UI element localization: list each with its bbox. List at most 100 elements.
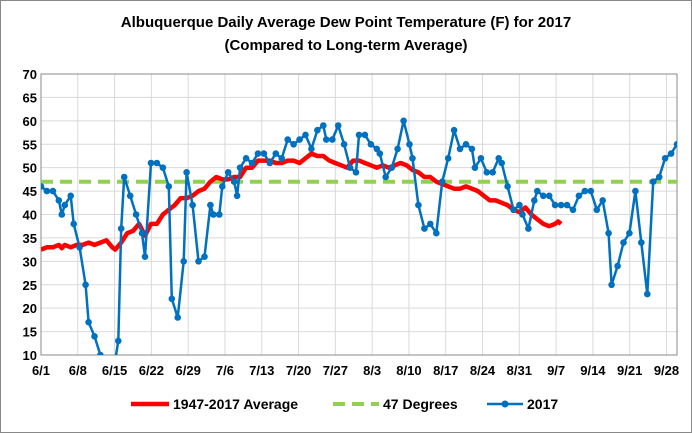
series-point-2017 [534,187,541,195]
series-point-2017 [620,239,627,246]
series-point-2017 [207,201,214,209]
x-tick-label: 9/7 [547,363,565,378]
series-point-2017 [510,206,517,214]
series-point-2017 [551,201,559,209]
series-point-2017 [334,122,342,129]
x-tick-label: 6/29 [176,363,201,378]
x-tick-label: 8/24 [470,363,496,378]
series-point-2017 [581,187,589,195]
series-point-2017 [138,229,146,237]
series-point-2017 [468,145,476,153]
series-point-2017 [296,136,303,143]
series-point-2017 [183,169,190,176]
x-tick-label: 6/8 [69,363,87,378]
series-point-2017 [67,192,74,200]
x-tick-label: 8/3 [363,363,381,378]
series-point-2017 [153,159,161,167]
series-point-2017 [462,141,470,148]
x-tick-label: 7/6 [216,363,234,378]
series-point-2017 [483,169,491,176]
series-point-2017 [180,258,187,265]
series-point-2017 [230,178,238,185]
y-tick-label: 30 [23,254,37,269]
legend: 1947-2017 Average 47 Degrees 2017 [131,396,558,412]
legend-label: 2017 [527,396,558,412]
series-point-2017 [563,201,571,209]
series-point-2017 [409,155,416,162]
series-point-2017 [632,187,639,195]
series-point-2017 [323,136,330,143]
series-2 [41,117,677,355]
y-tick-label: 40 [23,208,37,223]
series-point-2017 [376,150,384,157]
series-point-2017 [97,351,104,355]
series-point-2017 [266,159,274,167]
series-point-2017 [85,318,92,326]
series-point-2017 [644,290,651,298]
series-point-2017 [477,155,485,162]
series-point-2017 [661,155,669,162]
series-point-2017 [236,164,244,171]
chart-title: Albuquerque Daily Average Dew Point Temp… [121,14,571,31]
series-point-2017 [233,192,241,200]
series-point-2017 [132,211,140,218]
series-point-2017 [120,173,128,181]
series-point-2017 [608,281,615,289]
series-point-2017 [248,159,256,167]
y-tick-label: 60 [23,114,37,129]
series-point-2017 [575,192,583,200]
x-tick-label: 8/31 [507,363,532,378]
series-point-2017 [489,169,497,176]
series-point-2017 [61,201,69,209]
series-point-2017 [626,229,633,237]
series-point-2017 [382,173,390,181]
series-point-2017 [525,225,532,232]
series-point-2017 [450,126,458,134]
y-tick-label: 50 [23,161,37,176]
x-tick-label: 6/15 [102,363,127,378]
series-point-2017 [504,183,511,190]
series-point-2017 [614,262,621,270]
x-tick-label: 7/20 [286,363,311,378]
y-tick-label: 10 [23,348,37,363]
series-point-2017 [516,201,523,209]
series-point-2017 [224,169,232,176]
series-point-2017 [593,206,601,214]
chart-subtitle: (Compared to Long-term Average) [224,37,467,54]
y-axis: 10 15 20 25 30 35 40 45 50 55 60 65 70 [23,67,37,363]
y-tick-label: 20 [23,301,37,316]
series-point-2017 [159,164,167,171]
plot-area [40,73,678,356]
series-point-2017 [58,211,66,218]
series-point-2017 [210,211,217,218]
series-point-2017 [352,169,360,176]
series-point-2017 [367,141,375,148]
series-point-2017 [340,141,348,148]
series-point-2017 [117,225,125,232]
series-point-2017 [49,187,57,195]
series-point-2017 [254,150,262,157]
series-point-2017 [165,183,173,190]
legend-label: 47 Degrees [383,396,458,412]
series-point-2017 [438,178,446,185]
series-point-2017 [471,164,479,171]
series-point-2017 [147,159,155,167]
series-point-2017 [421,225,428,232]
series-point-2017 [91,333,98,340]
x-axis: 6/1 6/8 6/15 6/22 6/29 7/6 7/13 7/20 7/27 8/3 8/10… [32,363,679,378]
x-tick-label: 7/13 [249,363,274,378]
x-tick-label: 9/21 [617,363,642,378]
x-tick-label: 6/1 [32,363,50,378]
y-tick-label: 70 [23,67,37,82]
series-point-2017 [355,131,363,139]
y-tick-label: 65 [23,90,37,105]
series-point-2017 [444,155,452,162]
series-point-2017 [361,131,369,139]
x-tick-label: 9/28 [654,363,679,378]
series-point-2017 [599,197,606,204]
series-point-2017 [284,136,292,143]
series-layer [41,117,677,355]
series-point-2017 [427,220,434,228]
series-point-2017 [540,192,547,200]
